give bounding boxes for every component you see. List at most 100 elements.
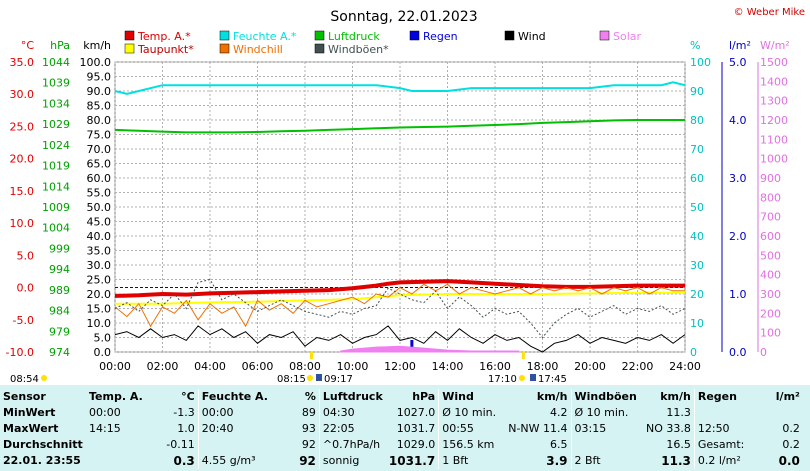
axis-tick-label: 994 xyxy=(49,263,70,276)
axis-tick-label: -5.0 xyxy=(13,314,34,327)
axis-tick-label: 25.0 xyxy=(87,274,112,287)
axis-tick-label: 400 xyxy=(760,269,781,282)
stat-cell: 4.55 g/m³ xyxy=(201,454,256,467)
axis-tick-label: 1029 xyxy=(42,118,70,131)
axis-tick-label: 1500 xyxy=(760,56,788,69)
x-tick-label: 12:00 xyxy=(384,360,416,373)
axis-unit-label: km/h xyxy=(83,39,111,52)
stat-cell: -0.11 xyxy=(145,437,199,453)
axis-tick-label: 0 xyxy=(690,346,697,359)
stat-cell: 20:40 xyxy=(201,422,234,435)
axis-tick-label: 500 xyxy=(760,249,781,262)
statistics-row-current: 22.01. 23:55 0.3 4.55 g/m³ 92 sonnig 103… xyxy=(0,453,803,469)
stat-cell: 1.0 xyxy=(145,421,199,437)
stat-cell: Gesamt: xyxy=(697,438,745,451)
stat-cell: 0.2 xyxy=(782,438,800,451)
statistics-row-average: Durchschnitt -0.11 92 ^0.7hPa/h 1029.0 1… xyxy=(0,437,803,453)
x-tick-label: 08:00 xyxy=(289,360,321,373)
statistics-table: Sensor Temp. A. °C Feuchte A. % Luftdruc… xyxy=(0,389,803,469)
chart-grid xyxy=(114,61,686,353)
axis-tick-label: 1004 xyxy=(42,222,70,235)
header-gust-unit: km/h xyxy=(639,389,695,405)
stat-cell: 00:55 xyxy=(442,422,474,435)
stat-cell: 11.3 xyxy=(639,405,695,421)
sunset-label: 17:10 xyxy=(488,374,517,385)
x-tick-label: 14:00 xyxy=(432,360,464,373)
stat-cell: 0.2 xyxy=(782,422,800,435)
axis-tick-label: 60 xyxy=(690,172,704,185)
stat-cell: 4.2 xyxy=(505,405,572,421)
statistics-panel: Sensor Temp. A. °C Feuchte A. % Luftdruc… xyxy=(0,385,810,471)
stat-cell: 1 Bft xyxy=(442,454,469,467)
axis-tick-label: 100.0 xyxy=(80,56,112,69)
axis-tick-label: 95.0 xyxy=(87,71,112,84)
legend-label: Regen xyxy=(423,30,458,43)
stat-cell: 00:00 xyxy=(201,406,234,419)
axis-unit-label: % xyxy=(690,39,700,52)
stat-cell: 12:50 xyxy=(697,422,730,435)
legend-label: Windchill xyxy=(233,43,283,56)
axis-tick-label: 20 xyxy=(690,288,704,301)
axis-tick-label: 30.0 xyxy=(10,88,35,101)
header-temp: Temp. A. xyxy=(89,390,143,403)
daylength-start-label: 08:54 xyxy=(10,374,39,385)
stat-cell: 0.3 xyxy=(145,453,199,469)
sun-icon xyxy=(41,375,47,381)
axis-tick-label: 30 xyxy=(690,259,704,272)
axis-tick-label: 984 xyxy=(49,305,70,318)
legend-label: Luftdruck xyxy=(328,30,380,43)
statistics-row-min: MinWert 00:00 -1.3 00:00 89 04:30 1027.0… xyxy=(0,405,803,421)
stat-cell: 93 xyxy=(270,421,320,437)
stat-cell: 14:15 xyxy=(89,422,121,435)
axis-tick-label: 70 xyxy=(690,143,704,156)
series-line-5 xyxy=(114,325,686,353)
axis-tick-label: 70.0 xyxy=(87,143,112,156)
axis-tick-label: 600 xyxy=(760,230,781,243)
axis-tick-label: 65.0 xyxy=(87,158,112,171)
axis-tick-label: 85.0 xyxy=(87,100,112,113)
x-tick-label: 06:00 xyxy=(242,360,274,373)
axis-unit-label: hPa xyxy=(50,39,70,52)
row-label: 22.01. 23:55 xyxy=(3,454,81,467)
axis-tick-label: 80 xyxy=(690,114,704,127)
twilight-end-label: 17:45 xyxy=(538,374,567,385)
axis-tick-label: 20.0 xyxy=(10,153,35,166)
sunset-marker xyxy=(521,352,525,359)
axis-tick-label: 25.0 xyxy=(10,120,35,133)
stat-cell xyxy=(757,405,803,421)
stat-cell: 89 xyxy=(270,405,320,421)
sunset-icon xyxy=(519,375,525,381)
series-line-3 xyxy=(115,291,685,305)
axis-tick-label: 50 xyxy=(690,201,704,214)
axis-tick-label: 90.0 xyxy=(87,85,112,98)
axis-tick-label: 5.0 xyxy=(94,332,112,345)
axis-tick-label: 1019 xyxy=(42,160,70,173)
axis-tick-label: 989 xyxy=(49,284,70,297)
header-gust: Windböen xyxy=(574,390,637,403)
x-tick-label: 22:00 xyxy=(622,360,654,373)
axis-tick-label: 20.0 xyxy=(87,288,112,301)
stat-cell: 92 xyxy=(270,437,320,453)
axis-tick-label: 1400 xyxy=(760,75,788,88)
stat-cell: 00:00 xyxy=(89,406,121,419)
x-tick-label: 20:00 xyxy=(574,360,606,373)
axis-tick-label: 1039 xyxy=(42,77,70,90)
header-temp-unit: °C xyxy=(145,389,199,405)
legend-swatch xyxy=(124,43,135,54)
axis-tick-label: 40 xyxy=(690,230,704,243)
civil-start-label: 09:17 xyxy=(324,374,353,385)
row-label: Durchschnitt xyxy=(3,438,83,451)
stat-cell: Ø 10 min. xyxy=(442,406,497,419)
sun-times: 08:54 08:15 09:17 17:10 17:45 xyxy=(10,352,567,385)
stat-cell: Ø 10 min. xyxy=(574,406,629,419)
rain-bar xyxy=(410,340,414,352)
axis-tick-label: 0.0 xyxy=(17,282,35,295)
legend-label: Solar xyxy=(613,30,642,43)
header-humidity: Feuchte A. xyxy=(201,390,268,403)
stat-cell xyxy=(86,453,146,469)
axis-tick-label: 75.0 xyxy=(87,129,112,142)
stat-cell: 1027.0 xyxy=(385,405,440,421)
stat-cell: 03:15 xyxy=(574,422,607,435)
legend-label: Windböen* xyxy=(328,43,389,56)
stat-cell: ^0.7hPa/h xyxy=(322,438,381,451)
